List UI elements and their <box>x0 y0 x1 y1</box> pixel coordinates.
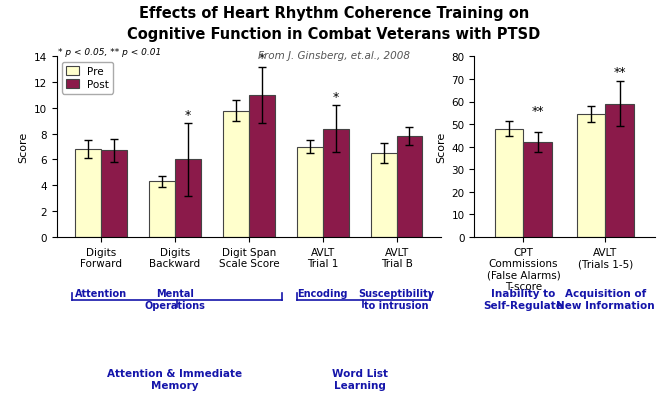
Bar <box>101 151 127 237</box>
Text: *: * <box>185 108 191 121</box>
Bar <box>371 154 397 237</box>
Legend: Pre, Post: Pre, Post <box>62 63 113 94</box>
Bar <box>323 129 349 237</box>
Bar <box>149 182 175 237</box>
Text: *: * <box>259 52 265 65</box>
Text: **: ** <box>532 105 544 118</box>
Text: * p < 0.05, ** p < 0.01: * p < 0.05, ** p < 0.01 <box>58 48 162 57</box>
Bar <box>297 147 323 237</box>
Text: Encoding: Encoding <box>297 288 348 298</box>
Bar <box>248 96 275 237</box>
Bar <box>175 160 201 237</box>
Bar <box>605 104 634 237</box>
Text: Attention: Attention <box>75 288 127 298</box>
Text: Cognitive Function in Combat Veterans with PTSD: Cognitive Function in Combat Veterans wi… <box>128 27 540 42</box>
Text: Attention & Immediate
Memory: Attention & Immediate Memory <box>108 368 242 390</box>
Text: Inability to
Self-Regulate: Inability to Self-Regulate <box>484 288 563 310</box>
Bar <box>576 115 605 237</box>
Text: Word List
Learning: Word List Learning <box>331 368 387 390</box>
Bar <box>223 111 248 237</box>
Text: *: * <box>333 90 339 103</box>
Text: Effects of Heart Rhythm Coherence Training on: Effects of Heart Rhythm Coherence Traini… <box>139 6 529 21</box>
Bar <box>495 129 524 237</box>
Bar <box>524 143 552 237</box>
Text: Mental
Operations: Mental Operations <box>144 288 205 310</box>
Text: Susceptibility
to intrusion: Susceptibility to intrusion <box>359 288 435 310</box>
Y-axis label: Score: Score <box>436 132 446 163</box>
Text: From J. Ginsberg, et.al., 2008: From J. Ginsberg, et.al., 2008 <box>258 51 410 61</box>
Bar <box>397 137 422 237</box>
Text: Acquisition of
New Information: Acquisition of New Information <box>556 288 655 310</box>
Y-axis label: Score: Score <box>18 132 28 163</box>
Bar <box>75 150 101 237</box>
Text: **: ** <box>613 66 626 79</box>
